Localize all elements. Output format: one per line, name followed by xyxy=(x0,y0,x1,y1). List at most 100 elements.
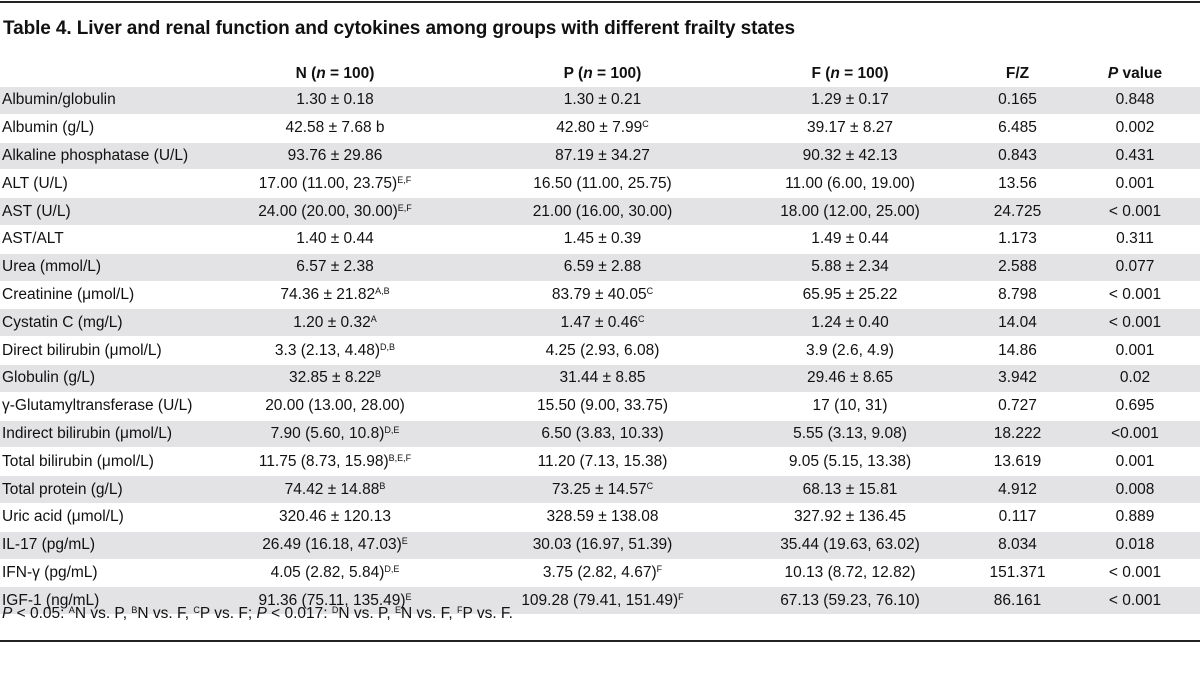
header-row: N (n = 100) P (n = 100) F (n = 100) F/Z … xyxy=(0,60,1200,87)
row-label: Globulin (g/L) xyxy=(0,364,200,393)
significance-marker: D,B xyxy=(380,341,396,352)
table-row: IFN-γ (pg/mL) 4.05 (2.82, 5.84)D,E 3.75 (2… xyxy=(0,559,1200,588)
cell-p-value: < 0.001 xyxy=(1070,586,1200,616)
table-row: Albumin (g/L) 42.58 ± 7.68 b 42.80 ± 7.99C… xyxy=(0,114,1200,143)
significance-marker: F xyxy=(678,591,684,602)
cell-fz: 0.727 xyxy=(965,392,1070,421)
cell-f-group: 11.00 (6.00, 19.00) xyxy=(735,169,965,199)
cell-n-group: 1.30 ± 0.18 xyxy=(200,87,470,115)
cell-n-group: 91.36 (75.11, 135.49)E xyxy=(200,586,470,616)
cell-n-group: 3.3 (2.13, 4.48)D,B xyxy=(200,336,470,365)
cell-p-group: 87.19 ± 34.27 xyxy=(470,142,735,171)
cell-n-group: 17.00 (11.00, 23.75)E,F xyxy=(200,169,470,199)
cell-p-group: 42.80 ± 7.99C xyxy=(470,114,735,143)
cell-n-group: 11.75 (8.73, 15.98)B,E,F xyxy=(200,447,470,477)
cell-n-group: 24.00 (20.00, 30.00)E,F xyxy=(200,197,470,226)
row-label: ALT (U/L) xyxy=(0,169,200,199)
table-row: Total bilirubin (μmol/L) 11.75 (8.73, 15.… xyxy=(0,447,1200,477)
footnote-marker: D xyxy=(331,605,339,615)
table-row: Urea (mmol/L) 6.57 ± 2.38 6.59 ± 2.88 5.88 … xyxy=(0,253,1200,282)
cell-f-group: 17 (10, 31) xyxy=(735,392,965,421)
row-label: Urea (mmol/L) xyxy=(0,253,200,282)
cell-fz: 14.86 xyxy=(965,336,1070,365)
cell-f-group: 90.32 ± 42.13 xyxy=(735,142,965,171)
header-p-value: P value xyxy=(1107,64,1163,82)
cell-p-value: 0.889 xyxy=(1070,503,1200,532)
significance-marker: F xyxy=(656,563,663,574)
cell-n-group: 93.76 ± 29.86 xyxy=(200,142,470,171)
row-label: AST (U/L) xyxy=(0,197,200,226)
cell-f-group: 39.17 ± 8.27 xyxy=(735,114,965,143)
cell-p-value: 0.848 xyxy=(1070,87,1200,115)
table-row: IL-17 (pg/mL) 26.49 (16.18, 47.03)E 30.03 … xyxy=(0,531,1200,560)
significance-marker: B xyxy=(379,480,386,491)
cell-p-value: 0.018 xyxy=(1070,531,1200,560)
footnote-marker: E xyxy=(394,605,401,615)
row-label: Uric acid (μmol/L) xyxy=(0,503,200,532)
table-row: Indirect bilirubin (μmol/L) 7.90 (5.60, 1… xyxy=(0,420,1200,449)
cell-n-group: 74.36 ± 21.82A,B xyxy=(200,281,470,310)
table-row: Albumin/globulin 1.30 ± 0.18 1.30 ± 0.21 1.… xyxy=(0,87,1200,115)
significance-marker: E,F xyxy=(397,174,412,185)
cell-p-group: 15.50 (9.00, 33.75) xyxy=(470,392,735,421)
cell-n-group: 74.42 ± 14.88B xyxy=(200,475,470,504)
top-rule xyxy=(0,1,1200,3)
cell-fz: 2.588 xyxy=(965,253,1070,282)
row-label: Albumin/globulin xyxy=(0,87,200,115)
table-row: Alkaline phosphatase (U/L) 93.76 ± 29.86 8… xyxy=(0,142,1200,171)
cell-f-group: 3.9 (2.6, 4.9) xyxy=(735,336,965,365)
cell-f-group: 9.05 (5.15, 13.38) xyxy=(735,447,965,477)
cell-f-group: 65.95 ± 25.22 xyxy=(735,281,965,310)
significance-marker: E xyxy=(405,591,412,602)
footnote: P < 0.05: AN vs. P, BN vs. F, CP vs. F; … xyxy=(2,605,513,622)
table-row: γ-Glutamyltransferase (U/L) 20.00 (13.00,… xyxy=(0,392,1200,421)
cell-p-value: < 0.001 xyxy=(1070,281,1200,310)
cell-f-group: 1.29 ± 0.17 xyxy=(735,87,965,115)
cell-p-value: <0.001 xyxy=(1070,420,1200,449)
cell-p-value: < 0.001 xyxy=(1070,308,1200,338)
table-row: AST (U/L) 24.00 (20.00, 30.00)E,F 21.00 (1… xyxy=(0,197,1200,226)
table-title: Table 4. Liver and renal function and cy… xyxy=(3,18,795,39)
cell-n-group: 6.57 ± 2.38 xyxy=(200,253,470,282)
cell-n-group: 320.46 ± 120.13 xyxy=(200,503,470,532)
cell-p-group: 31.44 ± 8.85 xyxy=(470,364,735,393)
significance-marker: B xyxy=(375,369,382,380)
cell-f-group: 68.13 ± 15.81 xyxy=(735,475,965,504)
cell-p-group: 6.59 ± 2.88 xyxy=(470,253,735,282)
cell-f-group: 67.13 (59.23, 76.10) xyxy=(735,586,965,616)
cell-p-group: 30.03 (16.97, 51.39) xyxy=(470,531,735,560)
cell-fz: 151.371 xyxy=(965,559,1070,588)
significance-marker: A xyxy=(370,313,377,324)
cell-fz: 6.485 xyxy=(965,114,1070,143)
row-label: AST/ALT xyxy=(0,225,200,254)
table-body: Albumin/globulin 1.30 ± 0.18 1.30 ± 0.21 1.… xyxy=(0,87,1200,616)
footnote-marker: F xyxy=(456,605,463,615)
cell-fz: 14.04 xyxy=(965,308,1070,338)
cell-f-group: 327.92 ± 136.45 xyxy=(735,503,965,532)
row-label: IFN-γ (pg/mL) xyxy=(0,559,200,588)
cell-fz: 0.117 xyxy=(965,503,1070,532)
row-label: Total protein (g/L) xyxy=(0,475,200,504)
cell-f-group: 10.13 (8.72, 12.82) xyxy=(735,559,965,588)
cell-fz: 4.912 xyxy=(965,475,1070,504)
cell-f-group: 18.00 (12.00, 25.00) xyxy=(735,197,965,226)
cell-f-group: 1.49 ± 0.44 xyxy=(735,225,965,254)
cell-fz: 24.725 xyxy=(965,197,1070,226)
cell-fz: 86.161 xyxy=(965,586,1070,616)
cell-p-group: 1.45 ± 0.39 xyxy=(470,225,735,254)
cell-p-group: 4.25 (2.93, 6.08) xyxy=(470,336,735,365)
cell-p-value: 0.001 xyxy=(1070,169,1200,199)
table-row: Cystatin C (mg/L) 1.20 ± 0.32A 1.47 ± 0.46… xyxy=(0,308,1200,338)
cell-p-group: 11.20 (7.13, 15.38) xyxy=(470,447,735,477)
table-row: Globulin (g/L) 32.85 ± 8.22B 31.44 ± 8.85 2… xyxy=(0,364,1200,393)
header-variable xyxy=(0,60,200,87)
row-label: Alkaline phosphatase (U/L) xyxy=(0,142,200,171)
cell-p-group: 1.47 ± 0.46C xyxy=(470,308,735,338)
cell-fz: 13.619 xyxy=(965,447,1070,477)
cell-p-value: 0.431 xyxy=(1070,142,1200,171)
cell-f-group: 35.44 (19.63, 63.02) xyxy=(735,531,965,560)
cell-p-value: 0.008 xyxy=(1070,475,1200,504)
significance-marker: C xyxy=(642,119,649,130)
table-row: IGF-1 (ng/mL) 91.36 (75.11, 135.49)E 109.2… xyxy=(0,586,1200,616)
cell-f-group: 1.24 ± 0.40 xyxy=(735,308,965,338)
